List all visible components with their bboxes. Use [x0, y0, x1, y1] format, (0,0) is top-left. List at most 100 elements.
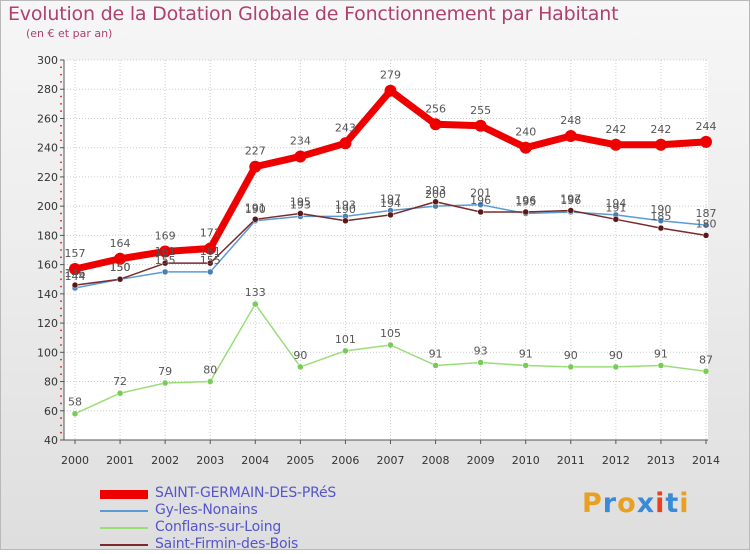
data-point [429, 118, 442, 131]
data-label: 180 [696, 217, 717, 230]
y-minor-tick [60, 402, 62, 405]
data-point [657, 217, 665, 225]
data-point [477, 208, 484, 216]
data-label: 196 [470, 194, 491, 207]
logo-letter: x [636, 488, 656, 519]
y-tick-label: 80 [44, 376, 58, 389]
y-minor-tick [60, 197, 62, 200]
y-minor-tick [60, 329, 62, 332]
y-minor-tick [60, 110, 62, 113]
data-label: 279 [380, 69, 401, 82]
data-label: 79 [158, 365, 172, 378]
data-label: 193 [290, 198, 311, 211]
y-tick-label: 40 [44, 434, 58, 447]
y-minor-tick [60, 307, 62, 310]
data-label: 150 [110, 261, 131, 274]
legend-label: SAINT-GERMAIN-DES-PRéS [155, 485, 337, 501]
x-tick-label: 2011 [557, 454, 585, 467]
y-minor-tick [60, 366, 62, 368]
data-point [116, 275, 124, 283]
y-minor-tick [60, 344, 62, 346]
data-label: 190 [335, 203, 356, 216]
data-label: 201 [470, 187, 491, 200]
y-minor-tick [60, 417, 62, 419]
data-point [477, 201, 484, 208]
data-point [702, 232, 710, 239]
logo-letter: t [665, 488, 680, 519]
data-point [297, 363, 304, 371]
y-tick-label: 240 [37, 142, 58, 155]
data-label: 105 [380, 327, 401, 340]
y-minor-tick [60, 241, 62, 244]
data-point [114, 252, 127, 265]
data-label: 157 [65, 247, 86, 260]
data-label: 91 [429, 347, 443, 360]
y-minor-tick [60, 336, 62, 339]
x-tick-label: 2001 [106, 454, 134, 467]
x-tick-label: 2012 [602, 454, 630, 467]
y-tick-label: 60 [44, 405, 58, 418]
data-label: 190 [245, 203, 266, 216]
legend-swatch-conflans-sur-loing [100, 527, 148, 529]
data-point [161, 259, 169, 267]
legend-label: Gy-les-Nonains [155, 502, 258, 518]
data-point [206, 268, 214, 276]
data-point [206, 378, 214, 385]
data-point [700, 135, 712, 148]
data-label: 155 [155, 254, 176, 267]
data-point [432, 198, 439, 206]
y-minor-tick [60, 285, 62, 288]
data-point [342, 347, 349, 355]
data-label: 197 [380, 193, 401, 206]
y-minor-tick [60, 358, 62, 361]
data-point [522, 362, 529, 369]
data-label: 144 [65, 270, 86, 283]
proxiti-logo: Proxiti [582, 488, 690, 519]
data-point [609, 138, 622, 151]
y-minor-tick [60, 154, 62, 156]
y-tick-label: 260 [37, 112, 58, 125]
data-label: 196 [515, 194, 536, 207]
data-point [69, 263, 81, 275]
y-tick-label: 180 [37, 229, 58, 242]
y-tick-label: 100 [37, 346, 58, 359]
y-minor-tick [60, 190, 62, 193]
data-point [567, 207, 575, 214]
data-label: 146 [65, 267, 86, 280]
data-point [657, 224, 665, 232]
y-tick-label: 200 [37, 200, 58, 213]
data-label: 191 [245, 201, 266, 214]
x-tick-label: 2007 [377, 454, 405, 467]
data-label: 193 [335, 198, 356, 211]
data-point [159, 245, 172, 258]
data-point [564, 130, 577, 142]
data-label: 91 [519, 347, 533, 360]
data-label: 93 [474, 345, 488, 358]
data-label: 195 [290, 195, 311, 208]
data-label: 255 [470, 104, 491, 117]
y-minor-tick [60, 278, 62, 281]
y-minor-tick [60, 395, 62, 398]
data-label: 185 [650, 210, 671, 223]
data-label: 242 [605, 123, 626, 136]
data-point [116, 389, 124, 397]
x-tick-label: 2004 [241, 454, 269, 467]
y-minor-tick [60, 300, 62, 303]
x-tick-label: 2000 [61, 454, 89, 467]
data-label: 234 [290, 134, 311, 147]
y-minor-tick [60, 212, 62, 215]
y-minor-tick [60, 102, 62, 105]
data-label: 133 [245, 286, 266, 299]
chart-subtitle: (en € et par an) [26, 27, 113, 40]
chart-title: Evolution de la Dotation Globale de Fonc… [8, 3, 619, 25]
data-point [161, 268, 169, 276]
data-label: 58 [68, 396, 82, 409]
logo-letter: P [582, 488, 603, 519]
data-label: 164 [110, 237, 131, 250]
legend-label: Conflans-sur-Loing [155, 519, 282, 535]
data-label: 256 [425, 102, 446, 115]
data-label: 161 [155, 245, 176, 258]
data-point [477, 359, 484, 366]
data-label: 190 [650, 203, 671, 216]
